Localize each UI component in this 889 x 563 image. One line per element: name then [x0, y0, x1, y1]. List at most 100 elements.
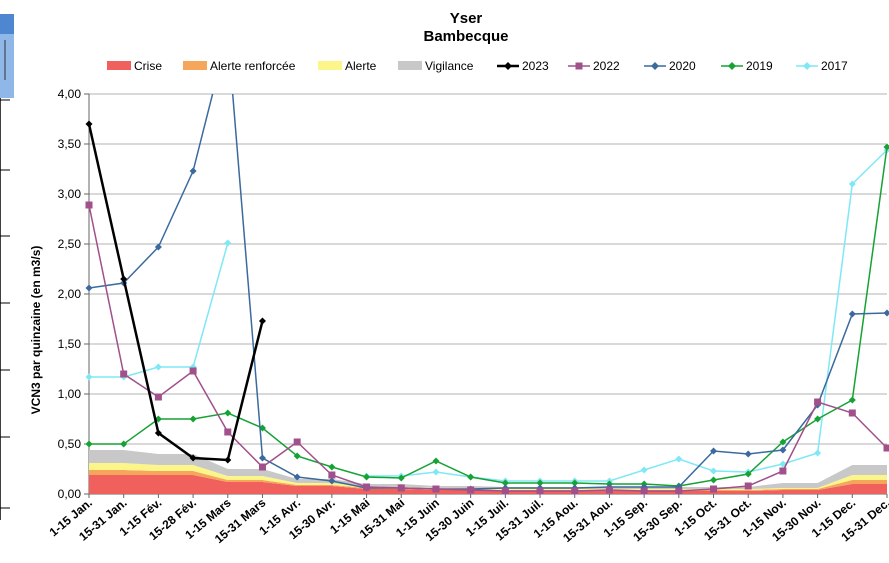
- legend-item-crise: Crise: [107, 59, 162, 73]
- point-2022: [814, 399, 821, 406]
- y-tick-label: 0,50: [58, 437, 82, 451]
- chart-title: Yser: [450, 10, 483, 27]
- legend-swatch: [398, 61, 422, 70]
- legend-swatch: [318, 61, 342, 70]
- point-2020: [259, 455, 266, 462]
- legend-label: 2020: [669, 59, 696, 73]
- point-2017: [675, 456, 682, 463]
- legend-label: 2023: [522, 59, 549, 73]
- legend-label: 2017: [821, 59, 848, 73]
- y-tick-label: 0,00: [58, 487, 82, 501]
- point-2019: [849, 397, 856, 404]
- legend: Crise Alerte renforcée Alerte Vigilance 2023…: [107, 59, 848, 73]
- point-2022: [710, 486, 717, 493]
- point-2023: [224, 457, 231, 464]
- point-2022: [467, 487, 474, 494]
- point-2017: [641, 467, 648, 474]
- point-2022: [86, 202, 93, 209]
- series-2020: [86, 31, 889, 493]
- point-2017: [155, 364, 162, 371]
- legend-marker: [803, 62, 811, 70]
- legend-item-alerte-renforcee: Alerte renforcée: [183, 59, 296, 73]
- point-2022: [120, 371, 127, 378]
- y-tick-label: 2,00: [58, 287, 82, 301]
- line-2019: [89, 147, 887, 486]
- point-2020: [884, 310, 889, 317]
- legend-item-vigilance: Vigilance: [398, 59, 474, 73]
- point-2019: [328, 464, 335, 471]
- point-2017: [814, 450, 821, 457]
- point-2022: [641, 488, 648, 495]
- point-2019: [190, 416, 197, 423]
- grid-lines: [84, 94, 887, 498]
- point-2019: [467, 474, 474, 481]
- point-2022: [675, 488, 682, 495]
- legend-marker: [504, 62, 512, 70]
- line-2020: [89, 34, 887, 489]
- legend-item-2019: 2019: [721, 59, 773, 73]
- legend-item-alerte: Alerte: [318, 59, 377, 73]
- point-2019: [224, 410, 231, 417]
- point-2022: [432, 486, 439, 493]
- series-2017: [86, 147, 889, 485]
- legend-item-2017: 2017: [796, 59, 848, 73]
- series-2019: [86, 144, 889, 490]
- point-2017: [432, 469, 439, 476]
- legend-swatch: [183, 61, 207, 70]
- legend-item-2022: 2022: [568, 59, 620, 73]
- point-2022: [155, 394, 162, 401]
- legend-label: Vigilance: [425, 59, 474, 73]
- legend-swatch: [107, 61, 131, 70]
- point-2020: [190, 168, 197, 175]
- point-2020: [224, 31, 231, 38]
- point-2022: [606, 487, 613, 494]
- x-axis-ticks: 1-15 Jan.15-31 Jan.1-15 Fév.15-28 Fév.1-…: [47, 495, 889, 546]
- point-2020: [86, 285, 93, 292]
- y-tick-label: 3,50: [58, 137, 82, 151]
- point-2017: [710, 468, 717, 475]
- y-tick-label: 3,00: [58, 187, 82, 201]
- point-2017: [224, 240, 231, 247]
- y-tick-label: 4,00: [58, 87, 82, 101]
- point-2022: [884, 445, 889, 452]
- legend-item-2023: 2023: [497, 59, 549, 73]
- legend-label: 2022: [593, 59, 620, 73]
- legend-marker: [651, 62, 659, 70]
- line-2017: [89, 150, 887, 481]
- legend-label: Alerte: [345, 59, 377, 73]
- point-2022: [745, 483, 752, 490]
- y-tick-label: 1,00: [58, 387, 82, 401]
- point-2022: [224, 429, 231, 436]
- legend-item-2020: 2020: [644, 59, 696, 73]
- point-2022: [259, 464, 266, 471]
- point-2022: [779, 468, 786, 475]
- legend-marker: [728, 62, 736, 70]
- series-lines: [86, 31, 889, 495]
- y-tick-label: 2,50: [58, 237, 82, 251]
- point-2022: [571, 488, 578, 495]
- line-2023: [89, 124, 262, 460]
- point-2020: [849, 311, 856, 318]
- point-2019: [432, 458, 439, 465]
- point-2022: [849, 410, 856, 417]
- point-2022: [502, 488, 509, 495]
- legend-label: Crise: [134, 59, 162, 73]
- point-2022: [294, 439, 301, 446]
- line-2022: [89, 205, 887, 491]
- point-2022: [537, 488, 544, 495]
- point-2019: [363, 474, 370, 481]
- point-2020: [745, 451, 752, 458]
- point-2017: [86, 374, 93, 381]
- point-2022: [190, 368, 197, 375]
- point-2019: [710, 477, 717, 484]
- point-2023: [86, 121, 93, 128]
- point-2022: [398, 485, 405, 492]
- legend-label: 2019: [746, 59, 773, 73]
- point-2022: [363, 484, 370, 491]
- point-2023: [259, 318, 266, 325]
- legend-marker: [576, 63, 583, 70]
- series-2022: [86, 202, 889, 495]
- chart-subtitle: Bambecque: [423, 28, 508, 45]
- point-2022: [328, 472, 335, 479]
- point-2019: [86, 441, 93, 448]
